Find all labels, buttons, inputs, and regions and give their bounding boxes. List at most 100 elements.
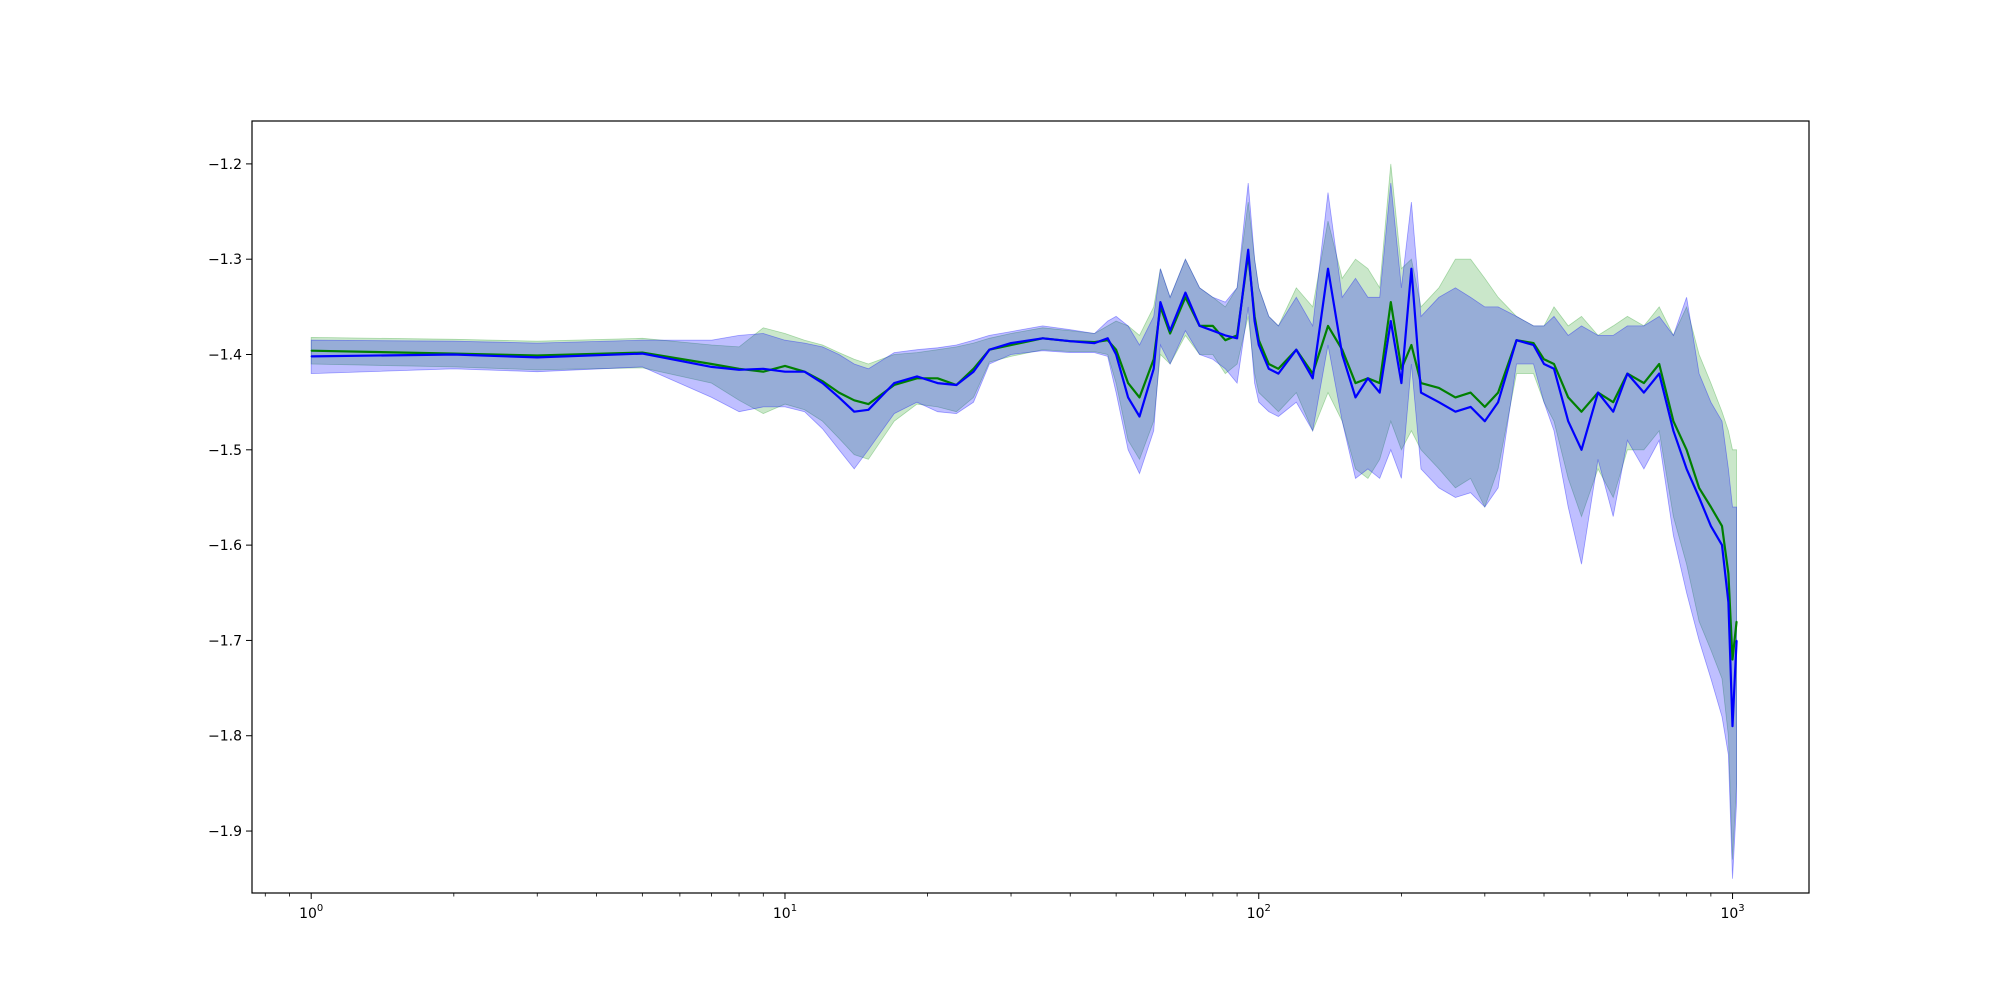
series-2-point (1224, 334, 1226, 336)
series-1-point (1612, 401, 1614, 403)
series-2-point (1236, 337, 1238, 339)
series-lines (310, 248, 1738, 728)
series-2-point (1567, 420, 1569, 422)
series-1-point (762, 371, 764, 373)
series-2-point (867, 409, 870, 411)
series-1-point (1643, 382, 1645, 384)
series-2-point (1367, 377, 1369, 379)
series-2-point (1438, 401, 1440, 403)
series-2-point (1138, 415, 1141, 418)
x-tick-label: 102 (1247, 903, 1271, 922)
series-1-point (711, 363, 713, 365)
series-1-point (1010, 344, 1012, 346)
series-2-point (641, 353, 644, 355)
series-1-point (1727, 573, 1729, 575)
series-1-band (310, 163, 1737, 860)
series-2-point (1258, 344, 1260, 346)
series-2-point (1658, 373, 1660, 375)
x-tick-label: 103 (1720, 903, 1744, 922)
series-2 (310, 248, 1738, 728)
series-2-point (1400, 382, 1402, 384)
series-2-point (1710, 525, 1712, 527)
series-2-point (1454, 411, 1456, 413)
series-2-point (893, 382, 895, 384)
series-2-point (1247, 249, 1249, 251)
x-axis: 100 101 102 103 (264, 893, 1745, 922)
series-2-point (738, 369, 740, 371)
series-2-point (1184, 292, 1186, 294)
series-2-point (838, 396, 840, 398)
series-2-point (1643, 392, 1645, 394)
series-2-point (937, 382, 939, 384)
series-1-point (1672, 420, 1674, 422)
series-1-point (937, 377, 939, 379)
series-1-point (1484, 406, 1486, 408)
series-2-point (1354, 396, 1357, 398)
series-1-point (1470, 392, 1472, 394)
y-tick-label: −1.8 (208, 729, 242, 745)
y-tick-label: −1.5 (208, 443, 242, 459)
series-1-point (1115, 349, 1117, 351)
series-2-point (711, 366, 713, 368)
series-1-point (1184, 296, 1186, 298)
series-2-point (853, 411, 855, 413)
series-2-point (1093, 342, 1096, 344)
series-1-point (1553, 363, 1555, 365)
series-2-point (955, 384, 958, 386)
series-2-point (1515, 339, 1518, 341)
series-2-point (1698, 496, 1700, 499)
series-1-point (1390, 301, 1392, 303)
series-1-point (1731, 658, 1734, 661)
series-1-point (1736, 620, 1738, 623)
series-1-point (1327, 325, 1329, 327)
series-2-point (1199, 325, 1201, 327)
plot-frame (251, 120, 1810, 894)
series-1-point (1438, 387, 1440, 389)
series-2-point (1169, 330, 1171, 332)
series-2-point (1341, 353, 1343, 356)
series-2-point (1497, 401, 1499, 403)
series-2-point (1470, 406, 1472, 408)
y-axis: −1.2 −1.3 −1.4 −1.5 −1.6 −1.7 −1.8 −1.9 (208, 157, 252, 840)
series-2-point (1686, 468, 1688, 470)
series-2-point (310, 355, 312, 357)
series-2-point (988, 349, 991, 351)
series-1-point (853, 399, 855, 401)
series-1-point (310, 350, 312, 352)
series-1-point (821, 380, 824, 382)
series-1-point (1698, 487, 1700, 489)
series-2-point (1484, 420, 1486, 422)
series-2-point (1153, 368, 1155, 370)
series-2-point (1580, 449, 1583, 451)
series-2-point (1010, 342, 1012, 344)
series-1-point (972, 368, 975, 370)
series-2-point (1277, 373, 1279, 375)
series-1-point (1532, 342, 1535, 344)
series-1-point (867, 403, 870, 405)
series-2-point (1410, 268, 1412, 270)
series-2-point (1612, 411, 1614, 413)
series-2-point (453, 353, 455, 356)
series-1-point (1277, 368, 1279, 370)
series-2-point (1731, 725, 1734, 727)
series-2-point (1721, 544, 1723, 546)
series-2-point (536, 356, 538, 358)
series-1-point (1686, 449, 1688, 451)
series-2-point (1042, 337, 1044, 339)
series-1-point (1379, 382, 1381, 384)
y-tick-label: −1.3 (208, 252, 242, 268)
series-2-point (1295, 349, 1297, 351)
series-2-point (821, 382, 824, 384)
series-1-point (1721, 525, 1723, 527)
series-2-point (1390, 320, 1392, 322)
series-2-point (804, 371, 806, 373)
series-1-point (1169, 332, 1171, 335)
series-1-point (1410, 344, 1412, 346)
series-1-point (1138, 396, 1141, 398)
series-2-point (1069, 340, 1071, 342)
y-tick-label: −1.6 (208, 538, 242, 554)
series-1-point (1658, 363, 1660, 365)
series-2-point (1379, 392, 1381, 394)
